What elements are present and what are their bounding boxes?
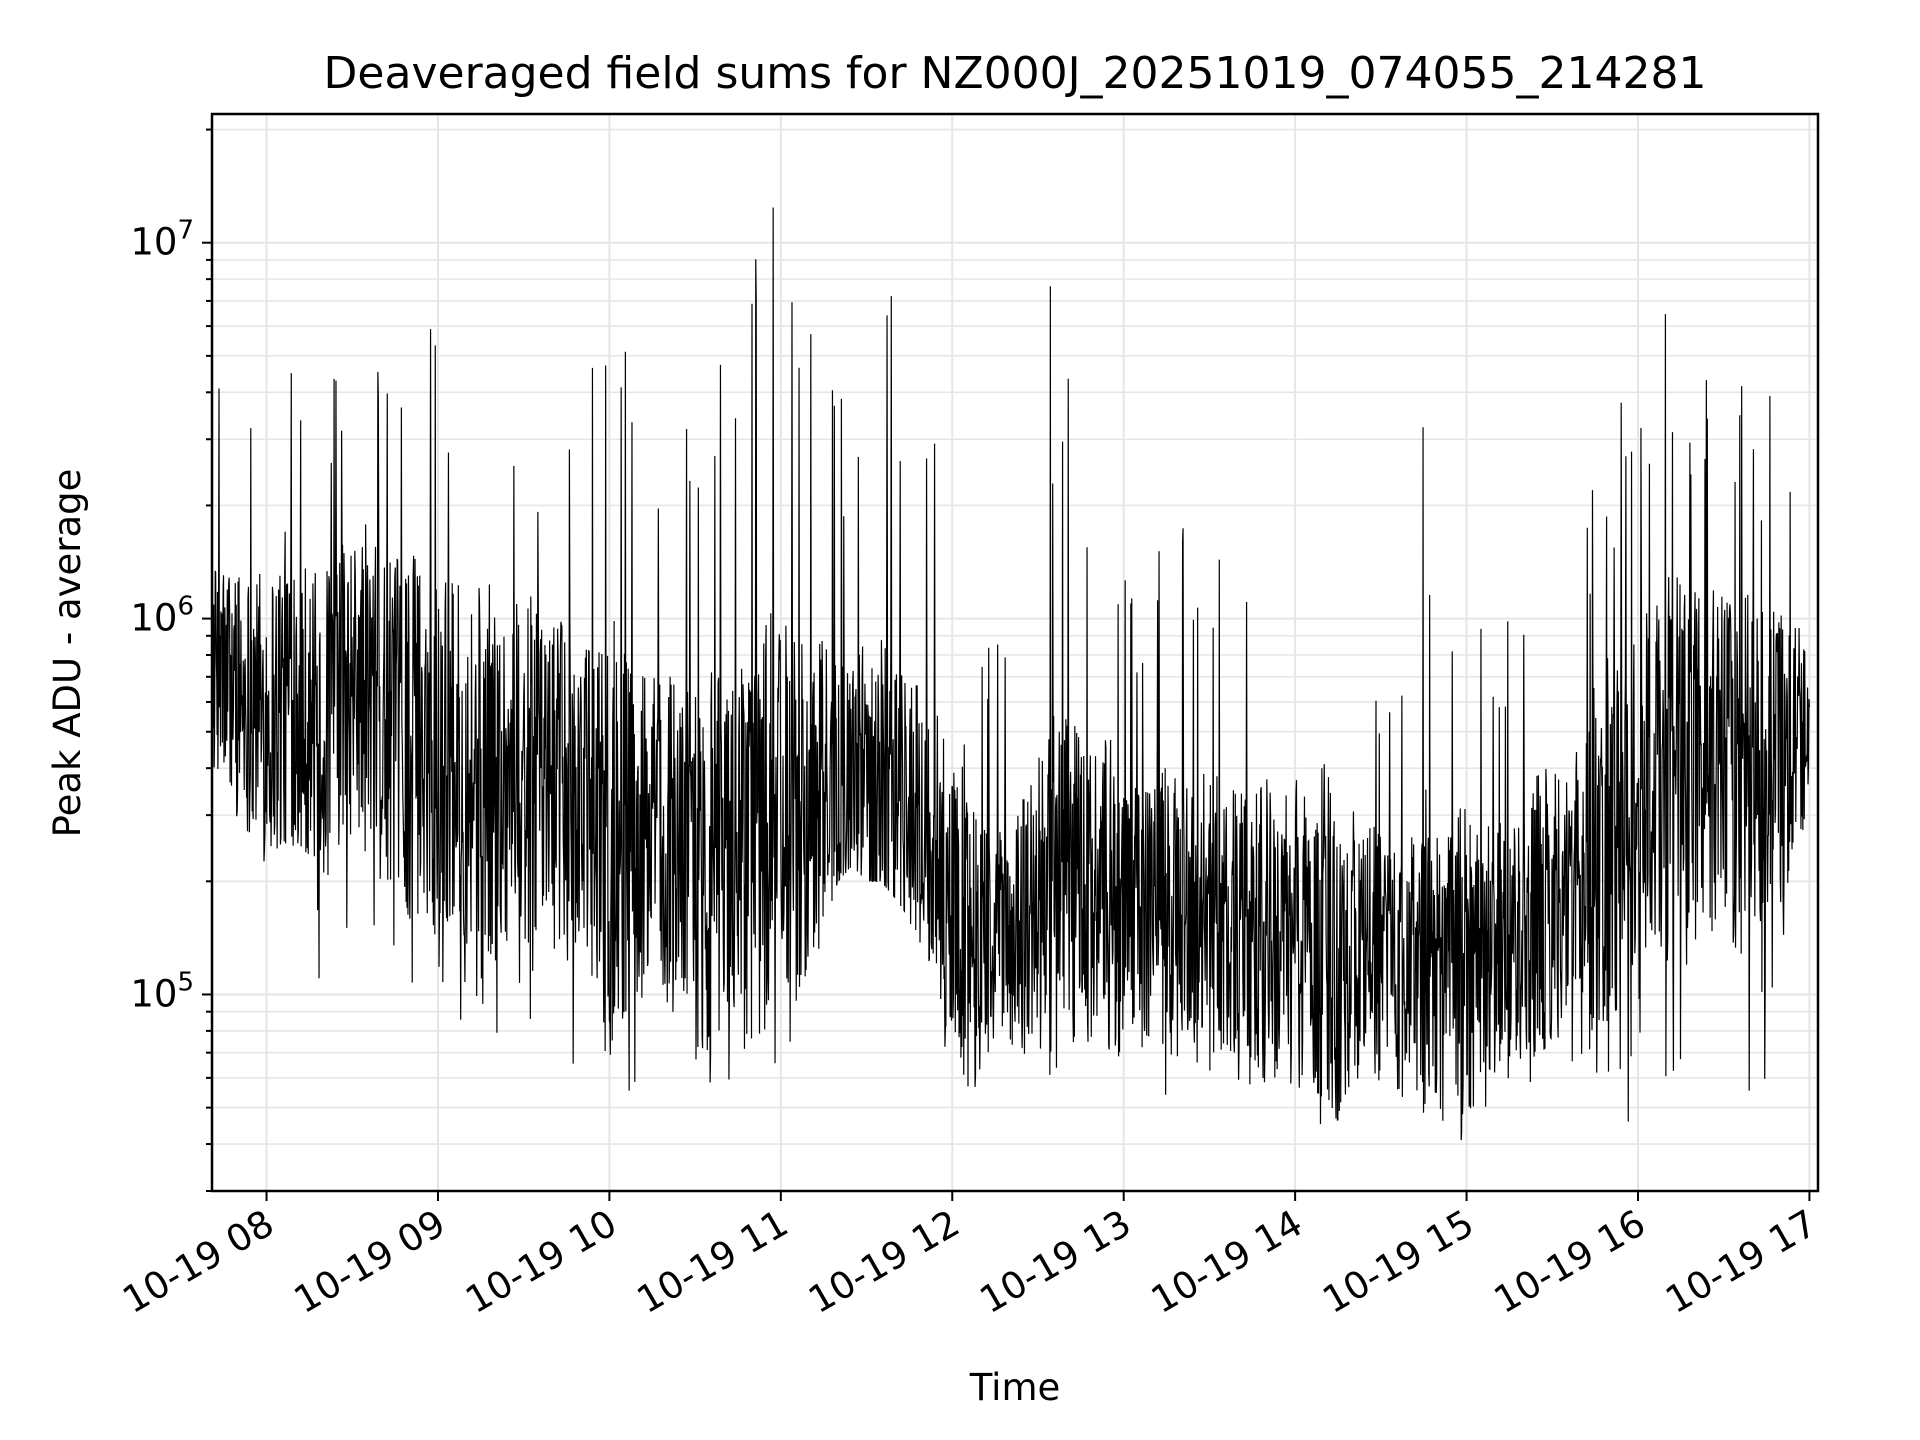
data-series <box>212 207 1811 1141</box>
x-axis-label: Time <box>969 1366 1061 1409</box>
series-line <box>212 207 1811 1141</box>
plot-frame <box>210 112 1820 1193</box>
y-tick-label: 105 <box>130 967 194 1015</box>
y-tick-label: 106 <box>130 592 194 640</box>
chart-title: Deaveraged field sums for NZ000J_2025101… <box>324 48 1707 99</box>
y-tick-label: 107 <box>130 216 194 264</box>
y-axis-label: Peak ADU - average <box>46 469 89 838</box>
